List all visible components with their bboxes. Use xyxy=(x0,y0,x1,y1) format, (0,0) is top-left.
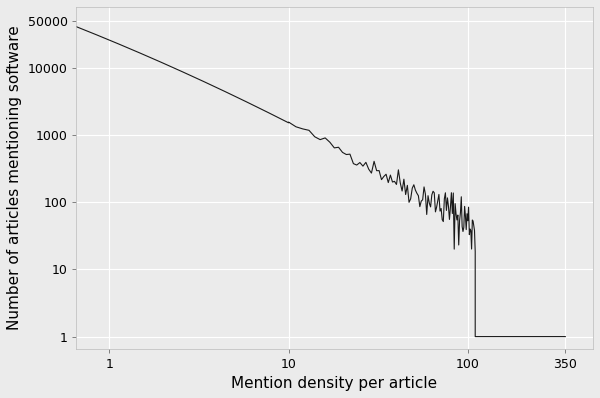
X-axis label: Mention density per article: Mention density per article xyxy=(232,376,437,391)
Y-axis label: Number of articles mentioning software: Number of articles mentioning software xyxy=(7,26,22,330)
